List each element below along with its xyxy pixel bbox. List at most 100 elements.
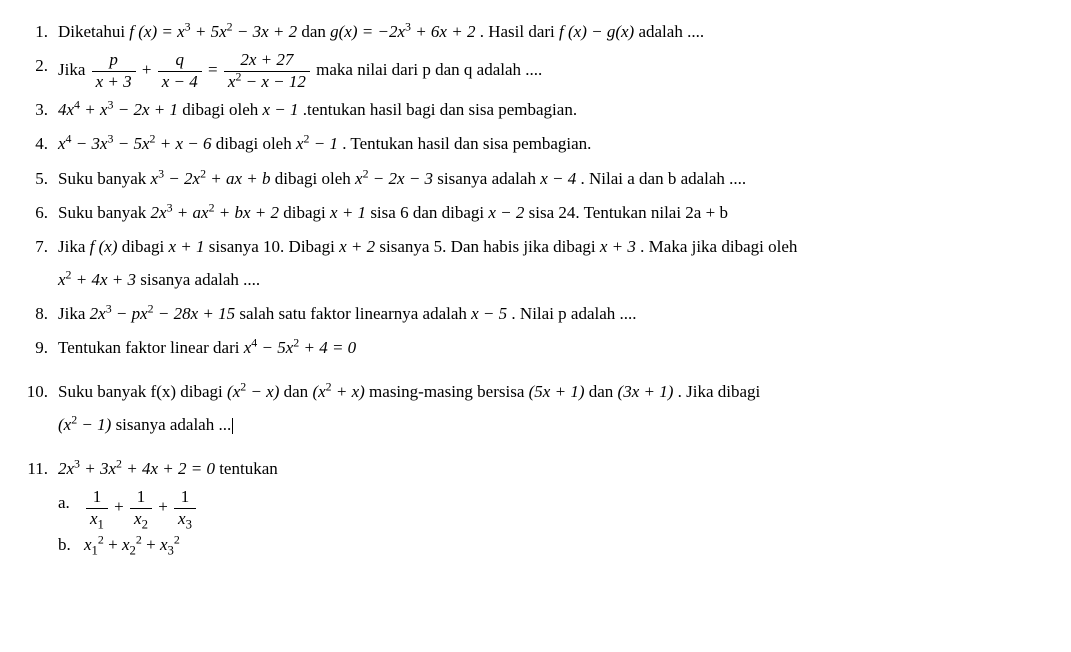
t: + ax [177,203,209,222]
t: . Hasil dari [480,22,559,41]
t: dibagi [122,237,169,256]
fraction: q x − 4 [158,50,202,92]
t: . Nilai p adalah .... [511,304,636,323]
t: 2x [151,203,167,222]
t: x [84,535,92,554]
question-7: 7. Jika f (x) dibagi x + 1 sisanya 10. D… [20,231,1051,296]
t: x − 1 [263,100,299,119]
den: x1 [86,509,108,529]
t: + 5x [195,22,227,41]
t: Jika [58,60,90,79]
t: dan [284,382,313,401]
t: (5x + 1) [529,382,585,401]
t: − px [116,304,148,323]
question-9: 9. Tentukan faktor linear dari x4 − 5x2 … [20,332,1051,364]
q6-content: Suku banyak 2x3 + ax2 + bx + 2 dibagi x … [58,197,1051,229]
t: − 1 [314,134,338,153]
t: g(x) = −2x [330,22,405,41]
q6-number: 6. [20,197,58,229]
t: + 4x + 2 = 0 [126,459,215,478]
q11-content: 2x3 + 3x2 + 4x + 2 = 0 tentukan [58,453,1051,485]
fraction: 1 x2 [130,487,152,529]
q9-content: Tentukan faktor linear dari x4 − 5x2 + 4… [58,332,1051,364]
t: Suku banyak [58,169,151,188]
t: x + 3 [600,237,636,256]
q7-content: Jika f (x) dibagi x + 1 sisanya 10. Diba… [58,231,1051,296]
part-a-content: 1 x1 + 1 x2 + 1 x3 [84,487,198,529]
t: x [90,509,98,528]
t: . Jika dibagi [678,382,761,401]
fraction: 2x + 27 x2 − x − 12 [224,50,310,92]
question-3: 3. 4x4 + x3 − 2x + 1 dibagi oleh x − 1 .… [20,94,1051,126]
t: x [134,509,142,528]
q4-content: x4 − 3x3 − 5x2 + x − 6 dibagi oleh x2 − … [58,128,1051,160]
question-4: 4. x4 − 3x3 − 5x2 + x − 6 dibagi oleh x2… [20,128,1051,160]
t: x [178,509,186,528]
t: dan [589,382,618,401]
t: + 4x + 3 [76,270,136,289]
t: − 2x + 1 [118,100,178,119]
t: . Nilai a dan b adalah .... [580,169,746,188]
t: x − 5 [471,304,507,323]
q9-number: 9. [20,332,58,364]
t: + [158,497,172,516]
t: 4x [58,100,74,119]
t: sisa 24. Tentukan nilai 2a + b [529,203,728,222]
q8-content: Jika 2x3 − px2 − 28x + 15 salah satu fak… [58,298,1051,330]
q10-number: 10. [20,376,58,441]
q7-number: 7. [20,231,58,263]
t: x [122,535,130,554]
t: + bx + 2 [219,203,279,222]
q5-content: Suku banyak x3 − 2x2 + ax + b dibagi ole… [58,163,1051,195]
t: + [142,60,156,79]
t: adalah .... [638,22,704,41]
t: sisanya adalah ... [116,415,232,434]
t: − 3x [76,134,108,153]
q2-content: Jika p x + 3 + q x − 4 = 2x + 27 x2 − x … [58,50,1051,92]
t: dibagi [283,203,330,222]
t: dibagi oleh [275,169,355,188]
t: (x [58,415,71,434]
q1-number: 1. [20,16,58,48]
t: + [114,497,128,516]
t: + x − 6 [160,134,212,153]
t: f (x) [90,237,118,256]
question-11: 11. 2x3 + 3x2 + 4x + 2 = 0 tentukan [20,453,1051,485]
t: sisa 6 dan dibagi [370,203,488,222]
fraction: 1 x3 [174,487,196,529]
q11-part-b: b. x12 + x22 + x32 [58,529,1051,561]
q5-number: 5. [20,163,58,195]
q11-number: 11. [20,453,58,485]
t: − x) [246,382,279,401]
t: dan [301,22,330,41]
question-2: 2. Jika p x + 3 + q x − 4 = 2x + 27 x2 −… [20,50,1051,92]
den: x2 [130,509,152,529]
t: . Tentukan hasil dan sisa pembagian. [342,134,591,153]
question-5: 5. Suku banyak x3 − 2x2 + ax + b dibagi … [20,163,1051,195]
t: = [208,60,222,79]
num: p [92,50,136,71]
q11-part-a: a. 1 x1 + 1 x2 + 1 x3 [58,487,1051,529]
t: sisanya 10. Dibagi [209,237,339,256]
t: − x − 12 [241,72,306,91]
t: − 5x [261,338,293,357]
t: masing-masing bersisa [369,382,529,401]
t: f (x) = x [129,22,184,41]
t: tentukan [219,459,278,478]
t: x − 4 [540,169,576,188]
t: sisanya 5. Dan habis jika dibagi [379,237,600,256]
den: x2 − x − 12 [224,72,310,92]
t: Tentukan faktor linear dari [58,338,244,357]
den: x − 4 [158,72,202,92]
t: + [146,535,160,554]
den: x3 [174,509,196,529]
t: − 28x + 15 [158,304,235,323]
t: x [151,169,159,188]
den: x + 3 [92,72,136,92]
t: 2x [58,459,74,478]
t: − 2x [168,169,200,188]
t: Suku banyak f(x) dibagi [58,382,227,401]
t: − 3x + 2 [237,22,297,41]
t: x + 1 [168,237,204,256]
q8-number: 8. [20,298,58,330]
